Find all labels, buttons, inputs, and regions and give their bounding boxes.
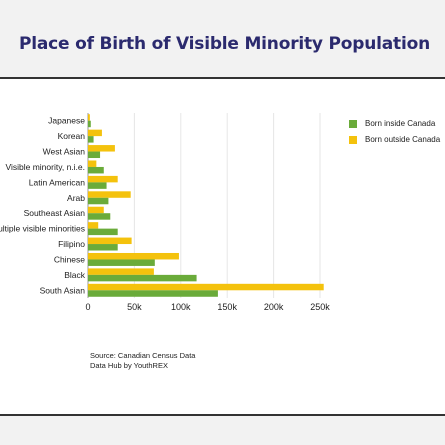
y-category-label: Filipino <box>58 239 85 249</box>
bar-born-outside <box>88 206 104 214</box>
top-divider <box>0 77 445 79</box>
y-category-label: Japanese <box>48 116 85 126</box>
x-tick-label: 150k <box>217 302 237 312</box>
bar-born-inside <box>88 228 118 236</box>
bar-born-outside <box>88 222 99 229</box>
bar-born-outside <box>88 160 97 167</box>
y-category-label: Korean <box>58 131 86 141</box>
bar-born-outside <box>88 268 154 275</box>
x-tick-label: 0 <box>85 302 90 312</box>
bar-born-inside <box>88 259 155 266</box>
bar-born-outside <box>88 129 102 137</box>
bar-born-inside <box>88 290 218 297</box>
bar-born-outside <box>88 283 324 291</box>
x-tick-label: 250k <box>310 302 330 312</box>
y-category-label: Arab <box>67 193 85 203</box>
y-category-label: Visible minority, n.i.e. <box>5 162 85 172</box>
y-category-label: Southeast Asian <box>24 208 86 218</box>
bar-born-outside <box>88 252 179 260</box>
y-category-label: Latin American <box>29 177 85 187</box>
y-category-label: Multiple visible minorities <box>0 224 85 234</box>
x-tick-label: 200k <box>264 302 284 312</box>
source-line-1: Source: Canadian Census Data <box>90 351 196 360</box>
bar-born-inside <box>88 197 109 205</box>
y-category-label: Black <box>64 270 86 280</box>
x-tick-label: 100k <box>171 302 191 312</box>
header-band <box>0 0 445 78</box>
legend-label-born-inside: Born inside Canada <box>365 119 436 128</box>
bar-born-inside <box>88 120 91 128</box>
source-note: Source: Canadian Census Data Data Hub by… <box>90 351 195 371</box>
bar-born-inside <box>88 166 104 174</box>
y-category-label: West Asian <box>43 147 86 157</box>
page-title: Place of Birth of Visible Minority Popul… <box>19 34 430 54</box>
bar-born-outside <box>88 145 115 152</box>
legend-swatch-born-inside <box>349 120 357 128</box>
x-tick-label: 50k <box>127 302 142 312</box>
bar-born-outside <box>88 175 118 183</box>
bar-born-outside <box>88 191 131 198</box>
source-line-2: Data Hub by YouthREX <box>90 361 168 370</box>
bar-born-inside <box>88 182 107 189</box>
y-category-label: Chinese <box>54 254 85 264</box>
bar-born-inside <box>88 213 111 220</box>
bar-born-inside <box>88 274 197 282</box>
legend-label-born-outside: Born outside Canada <box>365 135 441 144</box>
bar-born-inside <box>88 151 101 159</box>
bar-born-outside <box>88 237 132 245</box>
bar-born-inside <box>88 136 94 143</box>
chart-card <box>0 79 445 414</box>
bar-born-outside <box>88 114 90 121</box>
y-category-label: South Asian <box>40 285 86 295</box>
bar-born-inside <box>88 244 118 251</box>
bottom-divider <box>0 414 445 416</box>
legend-swatch-born-outside <box>349 136 357 144</box>
